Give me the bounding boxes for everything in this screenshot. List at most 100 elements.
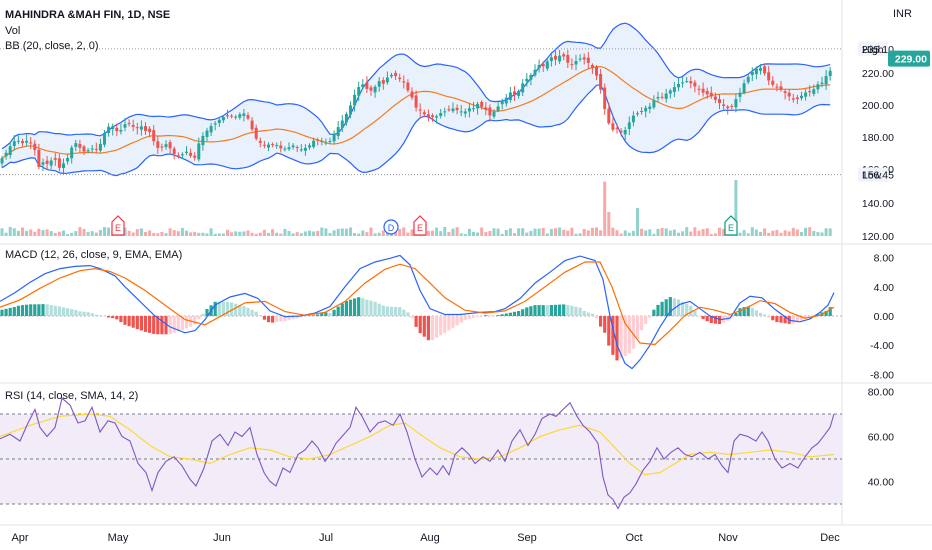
candle-body [779,86,783,90]
macd-signal-line [0,261,835,346]
macd-histogram-bar [377,303,381,316]
candle-body [463,111,467,114]
macd-histogram-bar [492,315,496,317]
macd-histogram-bar [750,307,754,316]
macd-histogram-bar [258,315,262,316]
candle-body [631,115,635,123]
volume-bar [521,228,525,236]
volume-bar [45,229,49,236]
candle-body [385,77,389,83]
candle-body [111,126,115,130]
candle-body [767,72,771,81]
macd-histogram-bar [676,299,681,316]
event-marker-earnings-past[interactable]: E [724,215,738,236]
candle-body [566,55,570,63]
candlesticks[interactable] [0,49,832,173]
volume-bar [463,234,467,236]
volume-bar [795,229,799,236]
candle-body [828,70,832,76]
time-axis[interactable]: Apr May Jun Jul Aug Sep Oct Nov Dec [11,532,840,544]
candle-body [529,75,533,80]
volume-bar [340,228,344,236]
macd-histogram-bar [463,316,467,320]
macd-histogram-bar [644,316,648,324]
candle-body [8,146,12,155]
volume-bar [718,227,721,236]
volume-bar [246,230,250,236]
event-marker-dividend[interactable]: D [383,219,399,235]
volume-bar [94,232,98,236]
volume-bar [299,233,303,236]
macd-histogram-bar [635,316,640,339]
event-marker-earnings[interactable]: E [111,215,125,236]
macd-histogram-bar [611,316,615,355]
volume-bar [426,230,430,236]
volume-bar [791,227,795,236]
candle-body [21,141,24,144]
candle-body [623,130,627,135]
candle-body [578,58,582,60]
volume-bar [582,229,586,236]
volume-bar [70,232,74,236]
symbol-title[interactable]: MAHINDRA &MAH FIN, 1D, NSE [5,9,171,21]
macd-tick: 0.00 [874,311,895,323]
volume-bar [205,233,209,236]
candle-body [644,107,648,112]
volume-bar [566,230,570,236]
macd-histogram-bar [262,316,266,320]
candle-body [193,155,197,158]
candle-body [652,100,656,108]
candle-body [582,57,586,60]
candle-body [336,127,340,137]
candle-body [12,141,16,146]
candle-body [131,125,135,127]
grid [0,0,932,526]
candle-body [701,88,705,93]
macd-histogram-bar [435,316,439,338]
rsi-legend[interactable]: RSI (14, close, SMA, 14, 2) [5,390,139,402]
macd-histogram-bar [767,316,771,318]
candle-body [262,144,266,146]
macd-histogram-bar [795,316,799,323]
bb-legend[interactable]: BB (20, close, 2, 0) [5,40,99,52]
candle-body [49,160,53,166]
macd-histogram-bar [484,315,488,316]
macd-histogram-bar [656,304,660,316]
volume-bar [250,232,254,236]
candle-body [37,149,41,167]
high-label: High [862,44,884,56]
candle-body [816,84,820,90]
volume-bar [209,228,213,236]
volume-bar [135,229,139,236]
macd-histogram-bar [176,316,180,332]
event-marker-earnings[interactable]: E [413,215,427,236]
macd-histogram-bar [738,308,742,316]
candle-body [508,92,512,100]
macd-histogram-bar [238,304,242,316]
volume-bar [537,228,541,236]
macd-legend[interactable]: MACD (12, 26, close, 9, EMA, EMA) [5,249,183,261]
volume-bar [131,232,135,236]
macd-histogram-bar [37,304,41,316]
macd-histogram-bar [779,316,783,323]
macd-histogram-bar [61,307,66,316]
macd-histogram-bar [660,301,664,316]
bb-lower-band [1,84,831,177]
volume-bar [402,227,406,236]
candle-body [406,82,410,91]
macd-histogram-bar [25,304,29,316]
macd-histogram-bar [619,316,623,359]
volume-legend[interactable]: Vol [5,25,21,37]
volume-bar [254,233,258,236]
macd-histogram-bar [521,309,525,316]
macd-histogram-bar [578,307,582,316]
event-shape [724,215,738,236]
candle-body [308,145,311,148]
price-axis[interactable]: 220.00200.00180.00160.00140.00120.00High… [858,41,930,489]
volume-bar [754,229,758,236]
macd-histogram-bar [193,316,197,325]
volume-bar [271,229,275,236]
macd-histogram-bar [303,315,307,317]
